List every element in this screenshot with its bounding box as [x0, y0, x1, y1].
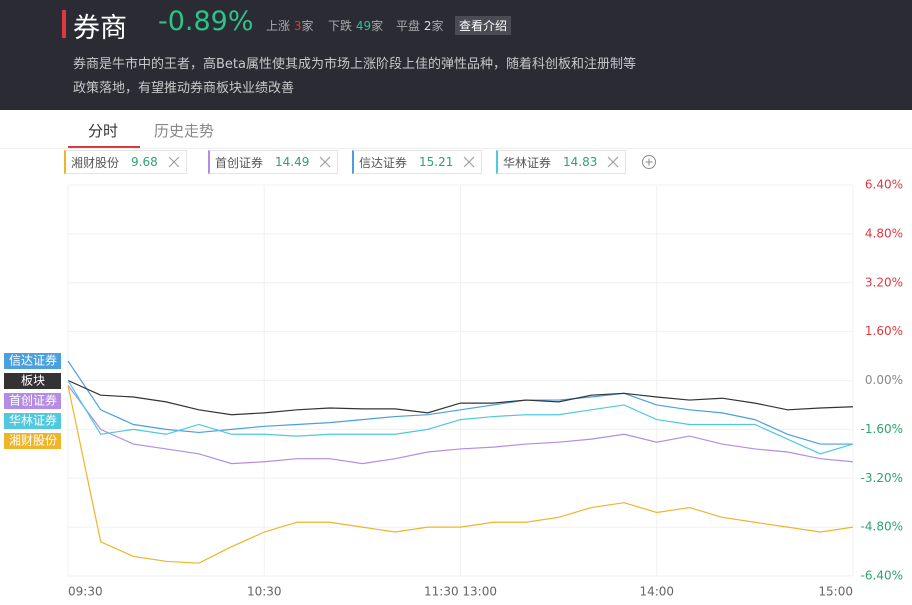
stock-chip[interactable]: 华林证券 14.83 [496, 150, 627, 174]
description-line: 券商是牛市中的王者，高Beta属性使其成为市场上涨阶段上佳的弹性品种，随着科创板… [73, 57, 636, 72]
unit: 家 [301, 19, 314, 33]
label: 下跌 [328, 19, 353, 33]
legend-swatch [4, 413, 61, 429]
count: 49 [355, 19, 372, 33]
y-tick-label: 3.20% [865, 275, 903, 289]
y-tick-label: 6.40% [865, 178, 903, 192]
chip-name: 信达证券 [359, 155, 408, 170]
stock-chip[interactable]: 信达证券 15.21 [352, 150, 483, 174]
sector-change: -0.89% [158, 6, 254, 37]
description-line: 政策落地，有望推动券商板块业绩改善 [73, 81, 295, 96]
x-tick-label: 15:00 [818, 585, 853, 599]
tab[interactable]: 分时 [88, 122, 119, 140]
series-line [67, 379, 854, 416]
tab[interactable]: 历史走势 [154, 122, 215, 140]
tab-underline [68, 146, 140, 148]
chip-value: 14.83 [563, 155, 598, 169]
legend-swatch [4, 433, 61, 449]
y-tick-label: 4.80% [865, 226, 903, 240]
y-tick-label: -6.40% [861, 569, 903, 583]
accent-bar [62, 10, 66, 38]
chip-close[interactable] [319, 156, 331, 168]
label: 平盘 [396, 19, 421, 33]
y-tick-label: -1.60% [861, 422, 903, 436]
chip-value: 14.49 [275, 155, 310, 169]
series-line [67, 385, 854, 564]
y-tick-label: 1.60% [865, 324, 903, 338]
chip-value: 9.68 [131, 155, 158, 169]
count: 2 [423, 19, 432, 33]
stock-chip[interactable]: 首创证券 14.49 [208, 150, 339, 174]
y-tick-label: 0.00% [865, 373, 903, 387]
chip-close[interactable] [168, 156, 180, 168]
chip-name: 湘财股份 [71, 155, 120, 170]
y-tick-label: -4.80% [861, 520, 903, 534]
intro-button[interactable]: 查看介绍 [455, 16, 512, 35]
series-line [67, 385, 854, 465]
legend-swatch [4, 393, 61, 409]
series-line [67, 380, 854, 455]
unit: 家 [431, 19, 444, 33]
chip-close[interactable] [463, 156, 475, 168]
y-tick-label: -3.20% [861, 471, 903, 485]
x-tick-label: 10:30 [247, 585, 282, 599]
chip-name: 首创证券 [215, 155, 264, 170]
sector-title: 券商 [73, 13, 127, 44]
unit: 家 [371, 19, 384, 33]
legend-label: 湘财股份 [9, 433, 57, 448]
label: 上涨 [266, 19, 291, 33]
legend-swatch [4, 353, 61, 369]
stock-chip[interactable]: 湘财股份 9.68 [64, 150, 187, 174]
legend-swatch [4, 373, 61, 389]
divider [0, 148, 912, 149]
chip-close[interactable] [607, 156, 619, 168]
down-stat: 下跌 49家 [328, 17, 383, 34]
chip-name: 华林证券 [503, 155, 552, 170]
up-stat: 上涨 3家 [266, 17, 314, 34]
legend-label: 板块 [21, 374, 45, 388]
x-tick-label: 09:30 [68, 585, 103, 599]
count: 3 [293, 19, 302, 33]
x-tick-label: 11:30 13:00 [424, 585, 497, 599]
add-button[interactable] [640, 153, 658, 171]
header: 券商 -0.89% 上涨 3家 下跌 49家 平盘 2家 查看介绍 券商是牛市中… [0, 0, 912, 110]
legend-label: 信达证券 [9, 353, 57, 368]
x-tick-label: 14:00 [639, 585, 674, 599]
series-line [67, 360, 853, 445]
flat-stat: 平盘 2家 [396, 17, 444, 34]
legend-label: 华林证券 [9, 413, 57, 428]
chip-value: 15.21 [419, 155, 454, 169]
legend-label: 首创证券 [9, 393, 57, 408]
